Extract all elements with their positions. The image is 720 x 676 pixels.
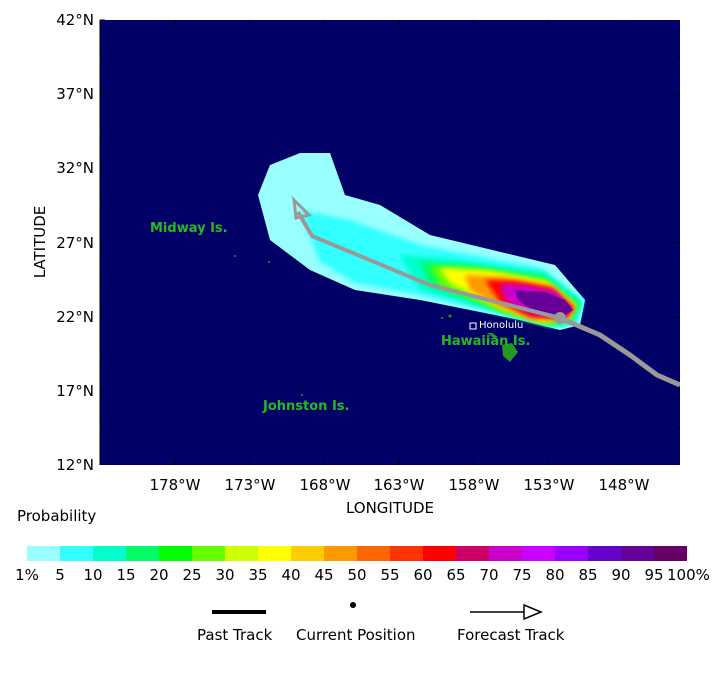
colorbar-title: Probability xyxy=(17,507,97,525)
colorbar-cell xyxy=(27,546,60,561)
colorbar-label: 5 xyxy=(55,566,65,584)
lon-tick-148: 148°W xyxy=(598,476,650,494)
colorbar-label: 50 xyxy=(347,566,367,584)
lat-tick-42: 42°N xyxy=(56,11,94,29)
forecast-track-symbol-arrow xyxy=(523,603,543,621)
lon-tick-173: 173°W xyxy=(224,476,276,494)
colorbar-label: 10 xyxy=(83,566,103,584)
colorbar-label: 45 xyxy=(314,566,334,584)
colorbar-cell xyxy=(522,546,555,561)
colorbar-cell xyxy=(423,546,456,561)
axis-ticks xyxy=(99,19,680,465)
legend-symbols xyxy=(212,602,543,621)
lat-tick-27: 27°N xyxy=(56,234,94,252)
honolulu-label: Honolulu xyxy=(479,320,524,331)
lon-tick-153: 153°W xyxy=(523,476,575,494)
colorbar-label: 40 xyxy=(281,566,301,584)
lat-tick-17: 17°N xyxy=(56,382,94,400)
colorbar-cell xyxy=(555,546,588,561)
lon-tick-178: 178°W xyxy=(149,476,201,494)
lon-tick-168: 168°W xyxy=(299,476,351,494)
big-island xyxy=(502,343,518,362)
colorbar-label: 95 xyxy=(644,566,664,584)
colorbar-cell xyxy=(357,546,390,561)
forecast-track-line xyxy=(296,210,561,320)
lat-tick-12: 12°N xyxy=(56,456,94,474)
colorbar-label: 1% xyxy=(15,566,39,584)
colorbar-label: 70 xyxy=(479,566,499,584)
probability-swath xyxy=(234,153,680,396)
legend-current-position: Current Position xyxy=(296,626,416,644)
hawaiian-label: Hawaiian Is. xyxy=(441,334,531,349)
colorbar-label: 35 xyxy=(248,566,268,584)
lat-tick-22: 22°N xyxy=(56,308,94,326)
colorbar-label: 60 xyxy=(413,566,433,584)
colorbar-cell xyxy=(621,546,654,561)
legend-past-track: Past Track xyxy=(197,626,273,644)
colorbar-cell xyxy=(258,546,291,561)
colorbar-cell xyxy=(489,546,522,561)
colorbar-label: 65 xyxy=(446,566,466,584)
colorbar-cell xyxy=(456,546,489,561)
lat-tick-32: 32°N xyxy=(56,159,94,177)
past-track-line xyxy=(559,315,680,388)
colorbar-cell xyxy=(159,546,192,561)
colorbar-cell xyxy=(192,546,225,561)
colorbar-cell xyxy=(93,546,126,561)
current-position-symbol xyxy=(350,602,356,608)
lon-tick-158: 158°W xyxy=(448,476,500,494)
colorbar-cell xyxy=(291,546,324,561)
colorbar-cell xyxy=(324,546,357,561)
current-position-marker xyxy=(554,312,566,324)
colorbar-cell xyxy=(60,546,93,561)
colorbar-label: 15 xyxy=(116,566,136,584)
lon-tick-163: 163°W xyxy=(373,476,425,494)
colorbar-label: 90 xyxy=(611,566,631,584)
colorbar-cell xyxy=(126,546,159,561)
colorbar-label: 25 xyxy=(182,566,202,584)
x-axis-title: LONGITUDE xyxy=(345,499,435,517)
lat-tick-37: 37°N xyxy=(56,85,94,103)
colorbar-label: 85 xyxy=(578,566,598,584)
colorbar xyxy=(27,546,687,561)
colorbar-cell xyxy=(654,546,687,561)
colorbar-cell xyxy=(588,546,621,561)
colorbar-label: 80 xyxy=(545,566,565,584)
colorbar-label: 30 xyxy=(215,566,235,584)
colorbar-cell xyxy=(225,546,258,561)
colorbar-label: 75 xyxy=(512,566,532,584)
johnston-label: Johnston Is. xyxy=(263,399,350,414)
colorbar-cell xyxy=(390,546,423,561)
legend-forecast-track: Forecast Track xyxy=(457,626,565,644)
midway-label: Midway Is. xyxy=(150,221,228,236)
colorbar-label: 20 xyxy=(149,566,169,584)
colorbar-label: 55 xyxy=(380,566,400,584)
colorbar-label: 100% xyxy=(667,566,710,584)
forecast-arrow-head xyxy=(292,195,312,220)
